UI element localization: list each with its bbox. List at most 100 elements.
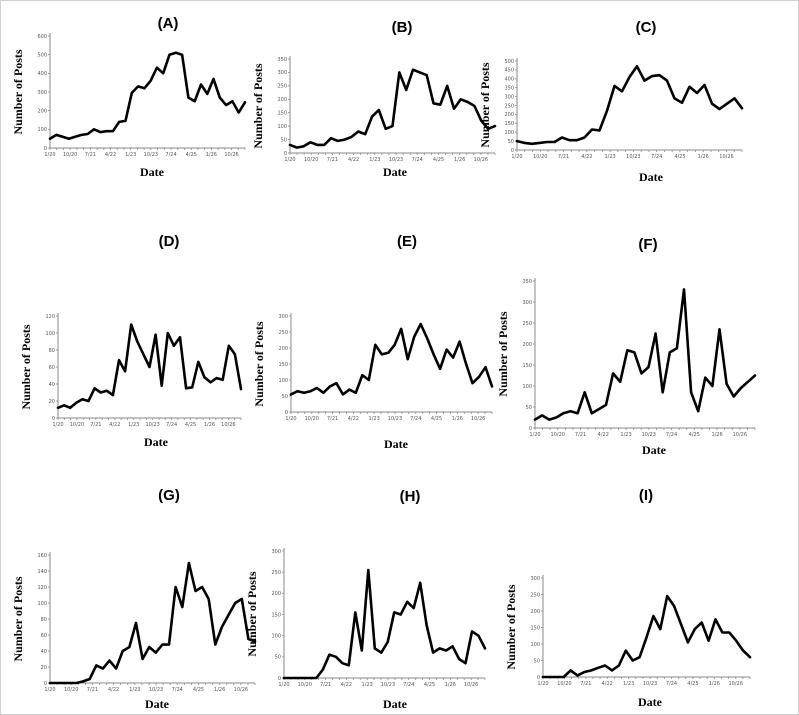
y-tick-label-c: 350 bbox=[504, 86, 514, 92]
x-tick-label-g: 4/22 bbox=[108, 687, 119, 693]
panel-title-c: (C) bbox=[636, 19, 657, 36]
y-axis-label-g: Number of Posts bbox=[11, 576, 25, 661]
y-tick-label-d: 0 bbox=[52, 416, 55, 422]
x-tick-label-a: 4/22 bbox=[105, 152, 116, 158]
y-tick-label-i: 0 bbox=[537, 675, 540, 681]
panel-title-b: (B) bbox=[392, 19, 413, 36]
x-tick-label-g: 1/26 bbox=[214, 687, 225, 693]
x-tick-label-f: 1/26 bbox=[711, 432, 722, 438]
y-tick-label-h: 250 bbox=[271, 570, 281, 576]
panel-title-i: (I) bbox=[639, 487, 653, 504]
y-tick-label-g: 100 bbox=[37, 601, 47, 607]
x-tick-label-d: 4/25 bbox=[185, 422, 196, 428]
y-tick-label-i: 50 bbox=[534, 658, 540, 664]
y-tick-label-i: 150 bbox=[530, 625, 540, 631]
x-tick-label-i: 7/21 bbox=[580, 681, 591, 687]
x-tick-label-c: 1/26 bbox=[698, 154, 709, 160]
y-tick-label-a: 500 bbox=[37, 52, 47, 58]
x-tick-label-h: 4/22 bbox=[341, 682, 352, 688]
y-tick-label-d: 80 bbox=[49, 348, 55, 354]
y-tick-label-h: 300 bbox=[271, 549, 281, 555]
y-tick-label-e: 0 bbox=[285, 410, 288, 416]
x-tick-label-f: 10/26 bbox=[733, 432, 747, 438]
chart-panel-a: (A) 0 100 200 300 400 500 600 1/20 10/20 7/21 4/22 1… bbox=[11, 15, 247, 179]
x-tick-label-a: 1/23 bbox=[125, 152, 136, 158]
panel-title-e: (E) bbox=[397, 233, 417, 250]
x-tick-label-h: 7/24 bbox=[403, 682, 414, 688]
x-tick-label-b: 1/26 bbox=[454, 157, 465, 163]
y-tick-label-c: 450 bbox=[504, 68, 514, 74]
x-tick-label-g: 1/23 bbox=[129, 687, 140, 693]
y-tick-label-g: 140 bbox=[37, 569, 47, 575]
x-tick-label-i: 4/22 bbox=[602, 681, 613, 687]
x-tick-label-a: 1/20 bbox=[44, 152, 55, 158]
y-tick-label-a: 300 bbox=[37, 90, 47, 96]
panel-title-a: (A) bbox=[158, 15, 179, 32]
x-tick-label-b: 10/23 bbox=[389, 157, 403, 163]
x-axis-label-b: Date bbox=[383, 165, 408, 179]
y-tick-label-b: 50 bbox=[281, 137, 287, 143]
y-tick-label-g: 120 bbox=[37, 585, 47, 591]
x-tick-label-a: 10/26 bbox=[224, 152, 238, 158]
y-tick-label-h: 150 bbox=[271, 612, 281, 618]
x-tick-label-f: 10/20 bbox=[551, 432, 565, 438]
x-tick-label-a: 10/20 bbox=[63, 152, 77, 158]
x-tick-label-g: 10/26 bbox=[234, 687, 248, 693]
x-tick-label-e: 1/20 bbox=[285, 416, 296, 422]
y-tick-label-f: 300 bbox=[522, 300, 532, 306]
y-tick-label-f: 250 bbox=[522, 321, 532, 327]
x-tick-label-f: 10/23 bbox=[642, 432, 656, 438]
x-tick-label-e: 1/26 bbox=[452, 416, 463, 422]
x-tick-label-a: 10/23 bbox=[144, 152, 158, 158]
series-line-a bbox=[48, 51, 247, 140]
panel-title-h: (H) bbox=[400, 488, 421, 505]
y-tick-label-i: 100 bbox=[530, 642, 540, 648]
x-tick-label-i: 10/26 bbox=[729, 681, 743, 687]
y-axis-label-a: Number of Posts bbox=[11, 49, 25, 134]
y-tick-label-a: 100 bbox=[37, 127, 47, 133]
x-tick-label-a: 1/26 bbox=[206, 152, 217, 158]
y-tick-label-c: 200 bbox=[504, 112, 514, 118]
x-tick-label-d: 10/23 bbox=[145, 422, 159, 428]
x-axis-label-i: Date bbox=[638, 695, 663, 709]
y-tick-label-c: 400 bbox=[504, 77, 514, 83]
x-tick-label-d: 7/24 bbox=[166, 422, 177, 428]
x-tick-label-c: 7/24 bbox=[651, 154, 662, 160]
x-tick-label-d: 10/20 bbox=[70, 422, 84, 428]
y-tick-label-h: 200 bbox=[271, 591, 281, 597]
x-tick-label-f: 1/23 bbox=[620, 432, 631, 438]
series-line-c bbox=[515, 65, 744, 146]
y-tick-label-d: 60 bbox=[49, 365, 55, 371]
x-tick-label-g: 7/24 bbox=[172, 687, 183, 693]
x-tick-label-b: 4/25 bbox=[433, 157, 444, 163]
y-tick-label-c: 500 bbox=[504, 59, 514, 65]
y-tick-label-g: 0 bbox=[44, 681, 47, 687]
y-tick-label-f: 150 bbox=[522, 363, 532, 369]
y-tick-label-e: 100 bbox=[278, 378, 288, 384]
x-tick-label-i: 1/20 bbox=[537, 681, 548, 687]
x-tick-label-g: 7/21 bbox=[87, 687, 98, 693]
y-tick-label-c: 100 bbox=[504, 130, 514, 136]
y-axis-label-d: Number of Posts bbox=[19, 324, 33, 409]
x-tick-label-d: 4/22 bbox=[109, 422, 120, 428]
x-axis-label-a: Date bbox=[140, 165, 165, 179]
x-tick-label-g: 1/20 bbox=[44, 687, 55, 693]
x-tick-label-g: 10/23 bbox=[149, 687, 163, 693]
x-tick-label-e: 4/22 bbox=[348, 416, 359, 422]
y-tick-label-f: 0 bbox=[529, 426, 532, 432]
x-tick-label-e: 1/23 bbox=[369, 416, 380, 422]
panel-title-f: (F) bbox=[638, 236, 657, 253]
chart-panel-b: (B) 0 50 100 150 200 250 300 350 1/20 10/20 7/21 4/2… bbox=[251, 19, 497, 179]
x-tick-label-d: 7/21 bbox=[90, 422, 101, 428]
x-tick-label-g: 4/25 bbox=[193, 687, 204, 693]
x-tick-label-h: 1/20 bbox=[278, 682, 289, 688]
x-tick-label-e: 10/26 bbox=[471, 416, 485, 422]
x-tick-label-f: 7/24 bbox=[666, 432, 677, 438]
x-tick-label-h: 10/23 bbox=[381, 682, 395, 688]
x-tick-label-e: 7/21 bbox=[327, 416, 338, 422]
y-axis-label-e: Number of Posts bbox=[252, 321, 266, 406]
chart-panel-i: (I) 0 50 100 150 200 250 300 1/20 10/20 7/21 4/22 1/… bbox=[504, 487, 752, 709]
x-tick-label-h: 10/20 bbox=[298, 682, 312, 688]
x-tick-label-c: 1/20 bbox=[511, 154, 522, 160]
y-tick-label-b: 300 bbox=[277, 70, 287, 76]
